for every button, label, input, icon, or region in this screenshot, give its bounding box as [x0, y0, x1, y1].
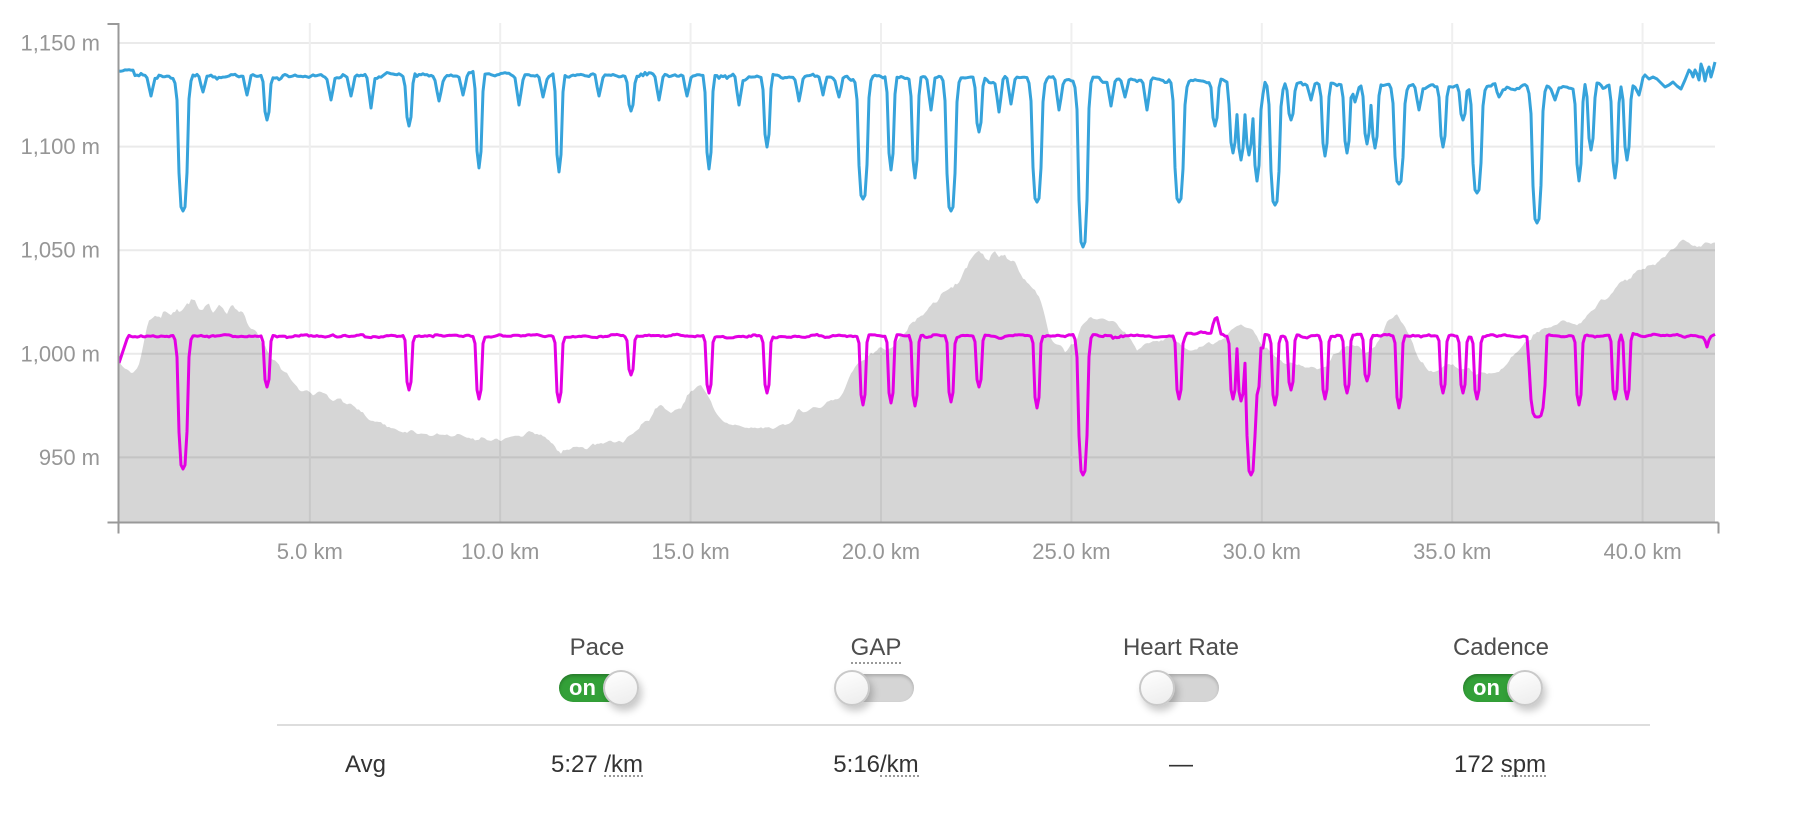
svg-text:30.0 km: 30.0 km: [1223, 539, 1301, 564]
svg-text:10.0 km: 10.0 km: [461, 539, 539, 564]
svg-text:950 m: 950 m: [39, 445, 100, 470]
svg-text:40.0 km: 40.0 km: [1603, 539, 1681, 564]
svg-text:5.0 km: 5.0 km: [277, 539, 343, 564]
svg-text:15.0 km: 15.0 km: [651, 539, 729, 564]
svg-text:1,000 m: 1,000 m: [21, 341, 101, 366]
svg-text:20.0 km: 20.0 km: [842, 539, 920, 564]
svg-text:35.0 km: 35.0 km: [1413, 539, 1491, 564]
svg-text:1,100 m: 1,100 m: [21, 134, 101, 159]
svg-text:1,050 m: 1,050 m: [21, 238, 101, 263]
svg-text:25.0 km: 25.0 km: [1032, 539, 1110, 564]
svg-text:1,150 m: 1,150 m: [21, 31, 101, 56]
